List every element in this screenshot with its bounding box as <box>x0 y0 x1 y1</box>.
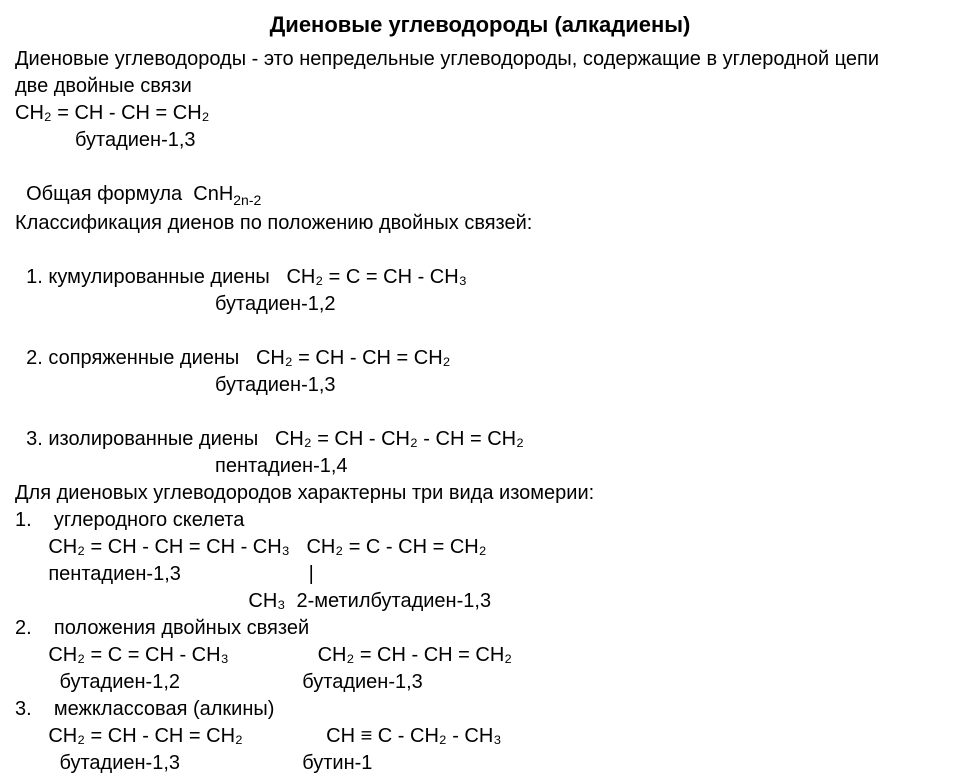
iso-2-line1: CH₂ = C = CH - CH₃ CH₂ = CH - CH = CH₂ <box>15 642 945 669</box>
class-3-name: пентадиен-1,4 <box>15 453 945 480</box>
class-1-formula: CH₂ = C = CH - CH₃ <box>286 266 466 288</box>
iso-1-line2: пентадиен-1,3 | <box>15 561 945 588</box>
example-formula: CH₂ = CH - CH = CH₂ <box>15 100 945 127</box>
general-label: Общая формула <box>26 183 193 205</box>
class-3: 3. изолированные диены CH₂ = CH - CH₂ - … <box>15 399 945 453</box>
iso-2-label: 2. положения двойных связей <box>15 615 945 642</box>
class-1: 1. кумулированные диены CH₂ = C = CH - C… <box>15 237 945 291</box>
page-title: Диеновые углеводороды (алкадиены) <box>15 10 945 40</box>
iso-1-label: 1. углеродного скелета <box>15 507 945 534</box>
class-3-label: 3. изолированные диены <box>26 428 275 450</box>
iso-3-line1: CH₂ = CH - CH = CH₂ CH ≡ C - CH₂ - CH₃ <box>15 723 945 750</box>
general-formula-sub: 2n-2 <box>233 192 261 208</box>
class-1-label: 1. кумулированные диены <box>26 266 286 288</box>
iso-3-line2: бутадиен-1,3 бутин-1 <box>15 750 945 777</box>
example-name: бутадиен-1,3 <box>15 127 945 154</box>
class-2: 2. сопряженные диены CH₂ = CH - CH = CH₂ <box>15 318 945 372</box>
iso-1-line3: CH₃ 2-метилбутадиен-1,3 <box>15 588 945 615</box>
general-formula: CnH <box>193 183 233 205</box>
iso-2-line2: бутадиен-1,2 бутадиен-1,3 <box>15 669 945 696</box>
isomerism-heading: Для диеновых углеводородов характерны тр… <box>15 480 945 507</box>
class-3-formula: CH₂ = CH - CH₂ - CH = CH₂ <box>275 428 524 450</box>
class-2-name: бутадиен-1,3 <box>15 372 945 399</box>
iso-3-label: 3. межклассовая (алкины) <box>15 696 945 723</box>
class-2-label: 2. сопряженные диены <box>26 347 256 369</box>
intro-text-2: две двойные связи <box>15 73 945 100</box>
classification-heading: Классификация диенов по положению двойны… <box>15 210 945 237</box>
iso-1-line1: CH₂ = CH - CH = CH - CH₃ CH₂ = C - CH = … <box>15 534 945 561</box>
general-formula-line: Общая формула CnH2n-2 <box>15 154 945 210</box>
class-1-name: бутадиен-1,2 <box>15 291 945 318</box>
class-2-formula: CH₂ = CH - CH = CH₂ <box>256 347 450 369</box>
intro-text: Диеновые углеводороды - это непредельные… <box>15 46 945 73</box>
